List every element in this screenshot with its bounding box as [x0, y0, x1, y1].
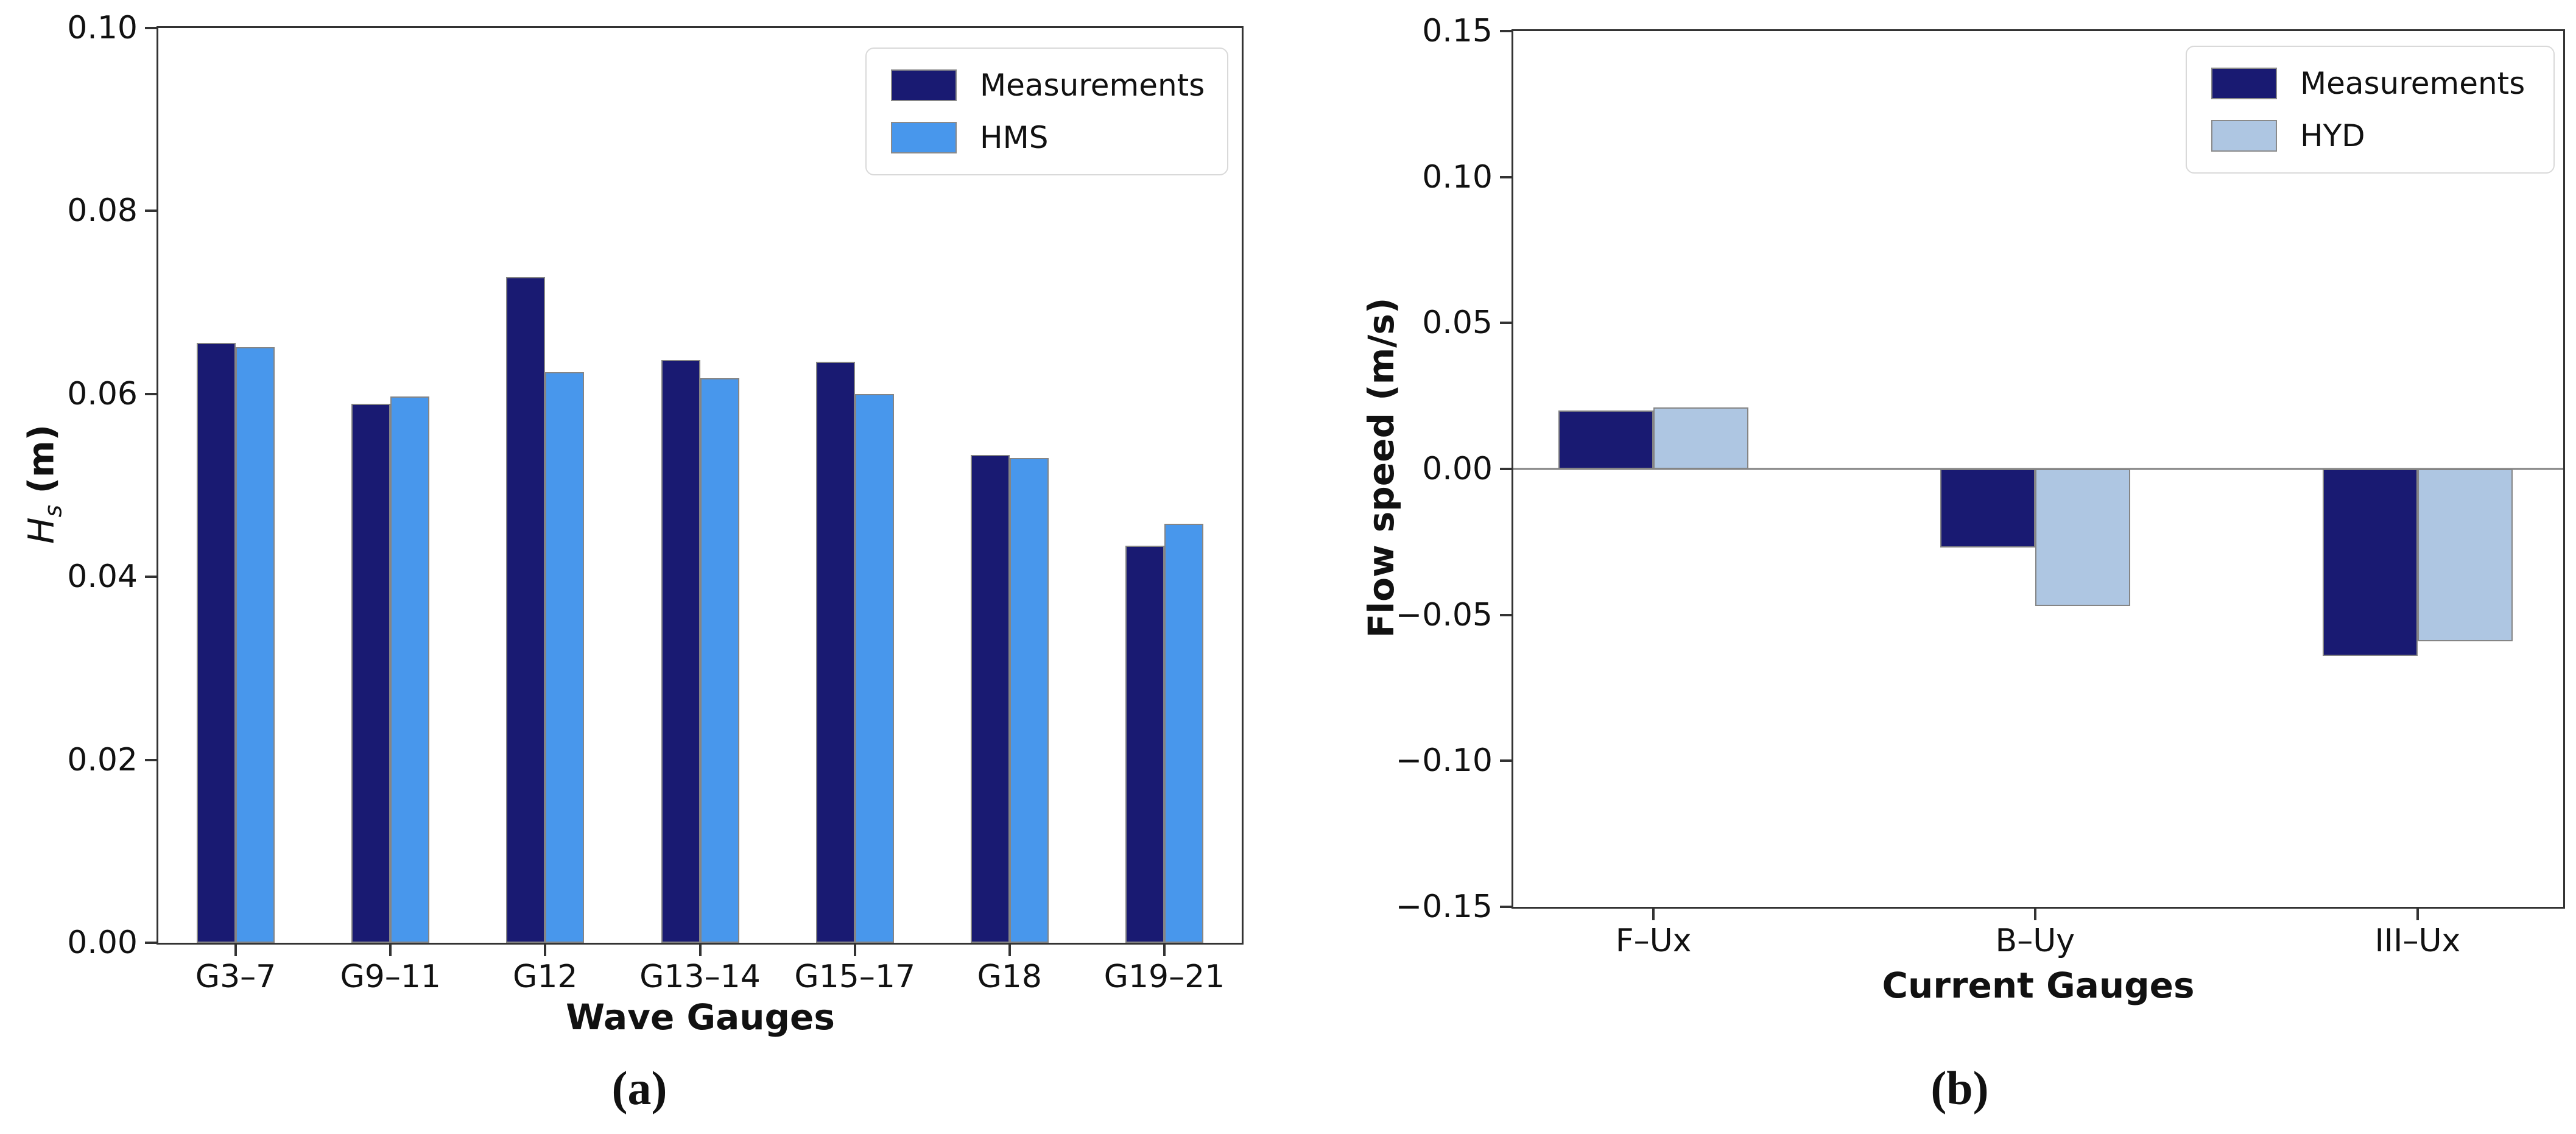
x-tick-mark: [1008, 943, 1011, 956]
ylabel-a-unit: (m): [20, 424, 62, 494]
y-tick-label: 0.00: [67, 924, 138, 961]
y-tick-label: 0.10: [1422, 158, 1493, 195]
legend-a: Measurements HMS: [865, 48, 1228, 175]
x-tick-label: G18: [977, 959, 1042, 995]
bar-measurements-G9–11: [351, 404, 391, 943]
y-tick-mark: [1500, 175, 1513, 178]
legend-row-measurements: Measurements: [2211, 68, 2529, 99]
x-tick-mark: [2416, 907, 2419, 920]
caption-a: (a): [611, 1062, 667, 1115]
y-tick-mark: [145, 392, 158, 395]
y-tick-mark: [1500, 468, 1513, 470]
x-tick-mark: [2033, 907, 2036, 920]
x-tick-mark: [699, 943, 702, 956]
bar-hms-G12: [545, 372, 585, 943]
ylabel-a-variable: H: [20, 517, 62, 544]
legend-label: HMS: [980, 120, 1049, 155]
x-tick-label: G15–17: [794, 959, 916, 995]
y-tick-label: 0.02: [67, 741, 138, 778]
bar-hms-G3–7: [236, 347, 275, 943]
x-axis-label-b: Current Gauges: [1882, 965, 2195, 1006]
y-tick-mark: [1500, 322, 1513, 325]
legend-row-hms: HMS: [891, 122, 1203, 153]
y-axis-label-b: Flow speed (m/s): [1360, 297, 1402, 638]
y-tick-mark: [145, 758, 158, 761]
legend-swatch-icon: [2211, 68, 2277, 99]
y-tick-mark: [1500, 30, 1513, 32]
x-tick-mark: [234, 943, 238, 956]
bar-measurements-G15–17: [815, 362, 855, 943]
bar-measurements-G12: [506, 276, 546, 943]
x-tick-mark: [544, 943, 547, 956]
bar-hyd-B–Uy: [2035, 469, 2130, 607]
legend-row-hyd: HYD: [2211, 120, 2529, 152]
bar-measurements-F–Ux: [1558, 410, 1654, 469]
y-tick-label: −0.05: [1395, 596, 1493, 633]
x-tick-label: III–Ux: [2374, 923, 2461, 959]
legend-label: HYD: [2300, 118, 2365, 153]
y-tick-label: 0.08: [67, 192, 138, 230]
x-tick-mark: [389, 943, 392, 956]
bar-measurements-G13–14: [661, 360, 700, 943]
y-tick-mark: [145, 942, 158, 944]
plot-area-b: Measurements HYD −0.15 −0.10 −0.05 0.00 0.05 0…: [1396, 15, 2565, 957]
x-tick-mark: [1652, 907, 1655, 920]
x-tick-label: G12: [513, 959, 578, 995]
x-tick-label: F–Ux: [1615, 923, 1692, 959]
x-tick-label: G19–21: [1103, 959, 1225, 995]
caption-b: (b): [1930, 1062, 1989, 1115]
bar-hms-G15–17: [854, 393, 894, 943]
x-tick-mark: [853, 943, 856, 956]
ylabel-a-subscript: s: [39, 504, 68, 518]
y-axis-label-a: Hs (m): [21, 424, 68, 544]
bar-hms-G19–21: [1164, 524, 1203, 943]
y-tick-mark: [1500, 906, 1513, 908]
bar-hms-G18: [1009, 457, 1049, 943]
x-tick-label: B–Uy: [1995, 923, 2075, 959]
legend-row-measurements: Measurements: [891, 68, 1205, 103]
legend-label: Measurements: [2300, 66, 2525, 101]
y-tick-label: 0.05: [1422, 305, 1493, 342]
x-tick-label: G3–7: [195, 959, 276, 995]
bar-hms-G13–14: [700, 378, 739, 943]
bar-measurements-B–Uy: [1940, 469, 2035, 548]
y-tick-label: 0.10: [67, 10, 138, 46]
legend-b: Measurements HYD: [2186, 46, 2555, 174]
bar-measurements-G3–7: [197, 342, 236, 943]
x-tick-label: G13–14: [639, 959, 761, 995]
legend-swatch-icon: [2211, 120, 2277, 152]
bar-hyd-III–Ux: [2417, 469, 2513, 641]
bar-hyd-F–Ux: [1653, 407, 1749, 469]
y-tick-label: −0.15: [1395, 889, 1493, 925]
x-tick-mark: [1163, 943, 1166, 956]
y-tick-mark: [145, 27, 158, 29]
y-tick-mark: [1500, 613, 1513, 616]
bar-measurements-G19–21: [1125, 546, 1164, 943]
legend-swatch-icon: [891, 122, 957, 153]
bar-measurements-III–Ux: [2322, 469, 2418, 656]
y-tick-label: 0.06: [67, 375, 138, 412]
y-tick-mark: [145, 576, 158, 579]
x-tick-label: G9–11: [340, 959, 442, 995]
legend-label: Measurements: [980, 68, 1205, 103]
y-tick-label: 0.15: [1422, 13, 1493, 49]
plot-area-a: Measurements HMS 0.00 0.02 0.04 0.06 0.08 0.10…: [67, 12, 1244, 993]
y-tick-label: 0.00: [1422, 451, 1493, 487]
legend-swatch-icon: [891, 69, 957, 101]
x-axis-label-a: Wave Gauges: [566, 996, 835, 1038]
bar-measurements-G18: [970, 455, 1010, 943]
y-tick-mark: [145, 210, 158, 213]
y-tick-label: 0.04: [67, 558, 138, 596]
y-tick-label: −0.10: [1395, 742, 1493, 780]
bar-hms-G9–11: [390, 396, 430, 943]
y-tick-mark: [1500, 759, 1513, 762]
